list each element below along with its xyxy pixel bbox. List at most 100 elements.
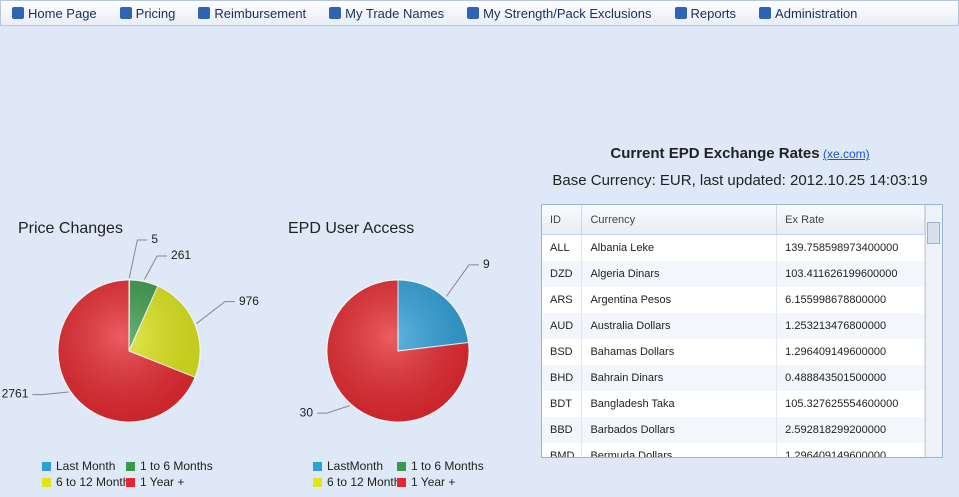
nav-label: Pricing (135, 5, 176, 21)
table-cell: Argentina Pesos (581, 287, 778, 313)
legend-swatch (42, 462, 51, 471)
leader-line (143, 255, 168, 280)
nav-icon (119, 7, 132, 19)
table-row[interactable]: AUD Australia Dollars 1.253213476800000 (542, 313, 925, 339)
table-row[interactable]: DZD Algeria Dinars 103.411626199600000 (542, 261, 925, 287)
column-header: ID (542, 205, 583, 235)
table-cell: 1.296409149600000 (776, 443, 925, 457)
table-cell: 103.411626199600000 (776, 261, 925, 287)
table-cell: BBD (542, 417, 583, 443)
table-cell: ALL (542, 234, 583, 261)
leader-line (317, 405, 350, 414)
legend-swatch (397, 462, 406, 471)
table-cell: BSD (542, 339, 583, 365)
table-row[interactable]: ALL Albania Leke 139.758598973400000 (542, 234, 925, 261)
data-label: 5 (151, 232, 158, 246)
table-cell: 0.488843501500000 (776, 365, 925, 391)
table-cell: Algeria Dinars (581, 261, 778, 287)
nav-item[interactable]: My Strength/Pack Exclusions (467, 5, 652, 21)
nav-item[interactable]: Home Page (12, 6, 97, 21)
data-label: 2761 (2, 387, 29, 401)
table-cell: 105.327625554600000 (776, 391, 925, 417)
nav-label: Reports (690, 5, 737, 21)
rates-title: Current EPD Exchange Rates (610, 145, 820, 162)
legend-swatch (126, 462, 135, 471)
table-row[interactable]: BHD Bahrain Dinars 0.488843501500000 (542, 365, 925, 391)
nav-item[interactable]: Pricing (119, 5, 176, 21)
nav-label: My Trade Names (345, 5, 445, 21)
rates-grid: ID Currency Ex Rate ALL Albania Leke 139.7585… (541, 204, 943, 458)
nav-bar: Home Page Pricing Reimbursement My Trade Na… (0, 0, 959, 26)
legend-swatch (42, 478, 51, 487)
rates-table: ID Currency Ex Rate ALL Albania Leke 139.7585… (542, 205, 925, 457)
legend-label[interactable]: Last Month (56, 459, 115, 473)
nav-icon (467, 7, 480, 19)
nav-icon (198, 7, 211, 19)
nav-icon (759, 7, 772, 19)
data-label: 30 (300, 405, 314, 419)
leader-line (446, 264, 479, 297)
nav-item[interactable]: Reimbursement (198, 6, 306, 21)
legend-swatch (313, 462, 322, 471)
scroll-thumb[interactable] (927, 222, 940, 244)
table-row[interactable]: BBD Barbados Dollars 2.592818299200000 (542, 417, 925, 443)
nav-item[interactable]: Administration (759, 6, 857, 21)
legend-label[interactable]: 6 to 12 Months (56, 475, 135, 489)
table-cell: DZD (542, 261, 583, 287)
legend-label[interactable]: 1 to 6 Months (411, 459, 484, 473)
table-cell: 1.296409149600000 (776, 339, 925, 365)
data-label: 261 (171, 248, 191, 262)
column-header: Currency (581, 205, 778, 235)
legend-label[interactable]: 6 to 12 Months (327, 475, 406, 489)
table-cell: 6.155998678800000 (776, 287, 925, 313)
table-cell: 139.758598973400000 (776, 234, 925, 261)
data-label: 9 (483, 257, 490, 271)
legend-label[interactable]: 1 to 6 Months (140, 459, 213, 473)
table-cell: BMD (542, 443, 583, 457)
nav-item[interactable]: My Trade Names (329, 6, 444, 21)
table-row[interactable]: BSD Bahamas Dollars 1.296409149600000 (542, 339, 925, 365)
legend-swatch (126, 478, 135, 487)
legend-label[interactable]: LastMonth (327, 459, 383, 473)
nav-icon (674, 7, 687, 19)
nav-icon (329, 7, 342, 19)
table-cell: Albania Leke (581, 234, 778, 261)
xe-link[interactable]: (xe.com) (822, 147, 870, 161)
table-cell: 2.592818299200000 (776, 417, 925, 443)
legend-swatch (397, 478, 406, 487)
nav-label: Home Page (28, 5, 97, 21)
rates-header: Current EPD Exchange Rates (xe.com) Base… (530, 145, 950, 189)
table-cell: BDT (542, 391, 583, 417)
table-cell: Barbados Dollars (581, 417, 778, 443)
charts: Price Changes 5 261 976 2761 Last Month 1 to 6… (2, 220, 490, 489)
pie-slice (397, 279, 470, 352)
data-label: 976 (239, 294, 259, 308)
table-cell: Australia Dollars (581, 313, 778, 339)
column-header: Ex Rate (776, 205, 925, 235)
nav-label: Administration (775, 5, 858, 21)
table-cell: 1.253213476800000 (776, 313, 925, 339)
table-row[interactable]: BMD Bermuda Dollars 1.296409149600000 (542, 443, 925, 457)
rates-subtitle: Base Currency: EUR, last updated: 2012.1… (552, 172, 928, 189)
scrollbar[interactable] (925, 205, 942, 457)
nav-label: My Strength/Pack Exclusions (483, 5, 652, 21)
legend-label[interactable]: 1 Year + (411, 475, 455, 489)
table-cell: ARS (542, 287, 583, 313)
leader-line (32, 391, 69, 396)
table-row[interactable]: ARS Argentina Pesos 6.155998678800000 (542, 287, 925, 313)
legend-label[interactable]: 1 Year + (140, 475, 184, 489)
nav-icon (12, 7, 24, 19)
leader-line (196, 301, 235, 324)
table-row[interactable]: BDT Bangladesh Taka 105.327625554600000 (542, 391, 925, 417)
legend-swatch (313, 478, 322, 487)
leader-line (128, 239, 148, 279)
nav-label: Reimbursement (214, 5, 307, 21)
nav-item[interactable]: Reports (674, 5, 737, 21)
table-cell: AUD (542, 313, 583, 339)
chart-title: EPD User Access (288, 220, 414, 237)
table-cell: Bermuda Dollars (581, 443, 778, 457)
chart-title: Price Changes (18, 220, 123, 237)
table-cell: Bahrain Dinars (581, 365, 778, 391)
table-cell: Bangladesh Taka (581, 391, 778, 417)
